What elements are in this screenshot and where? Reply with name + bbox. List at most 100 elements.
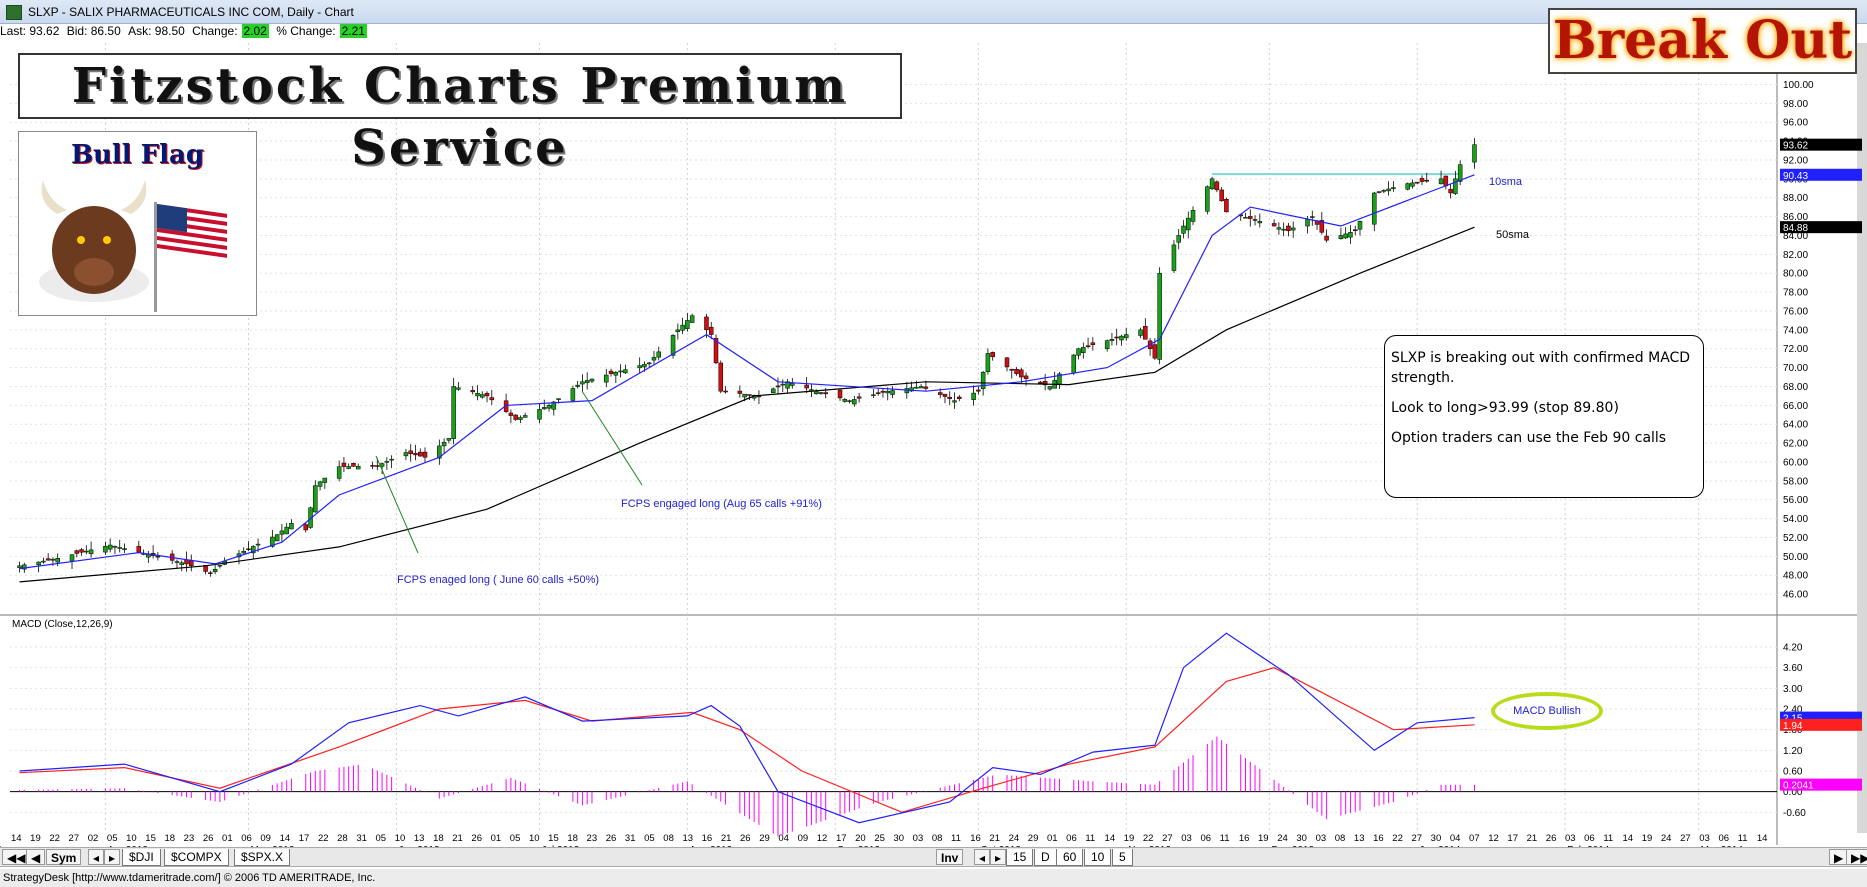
price-tick-label: 80.00 xyxy=(1783,269,1808,280)
tab-symbol-2[interactable]: $COMPX xyxy=(164,849,229,866)
candle-body xyxy=(1123,334,1129,339)
candle-body xyxy=(136,546,142,553)
bottom-toolbar: ◀◀ ◀ Sym ◂ ▸ $DJI $COMPX $SPX.X Inv ◂ ▸ … xyxy=(0,847,1867,867)
bull-flag-title: Bull Flag xyxy=(70,140,205,170)
candle-body xyxy=(1324,235,1329,241)
candle-body xyxy=(1205,186,1210,212)
candle-body xyxy=(813,390,819,395)
x-day-label: 03 xyxy=(913,833,924,844)
candle-body xyxy=(856,396,862,399)
price-tick-label: 78.00 xyxy=(1783,288,1808,299)
tab-symbol-3[interactable]: $SPX.X xyxy=(234,849,291,866)
x-day-label: 21 xyxy=(989,833,1000,844)
chart-svg[interactable]: 100.0098.0096.0094.0092.0090.0088.0086.0… xyxy=(0,43,1867,847)
tab-period-2[interactable]: D xyxy=(1034,849,1057,866)
candle-body xyxy=(637,365,642,369)
inv-next-button[interactable]: ▸ xyxy=(990,849,1007,865)
candle-body xyxy=(914,386,919,389)
tab-period-5[interactable]: 5 xyxy=(1112,849,1133,866)
price-tick-label: 82.00 xyxy=(1783,250,1808,261)
candle-body xyxy=(689,315,695,323)
quote-last: Last: 93.62 xyxy=(0,24,60,38)
macd-tick-label: 0.60 xyxy=(1783,767,1803,778)
price-label-box xyxy=(1780,138,1862,151)
candle-body xyxy=(417,451,423,457)
tab-symbol-1[interactable]: $DJI xyxy=(122,849,161,866)
candle-body xyxy=(508,412,514,416)
tab-period-4[interactable]: 10 xyxy=(1084,849,1112,866)
candle-body xyxy=(1076,348,1081,356)
x-day-label: 06 xyxy=(241,833,252,844)
candle-body xyxy=(1114,336,1119,339)
x-day-label: 22 xyxy=(1143,833,1154,844)
quote-change-value: 2.02 xyxy=(241,24,269,38)
candle-body xyxy=(241,551,246,554)
candle-body xyxy=(1090,342,1096,345)
candle-body xyxy=(1209,178,1215,190)
x-day-label: 13 xyxy=(682,833,693,844)
x-day-label: 05 xyxy=(644,833,655,844)
x-day-label: 10 xyxy=(395,833,406,844)
x-day-label: 17 xyxy=(836,833,847,844)
candle-body xyxy=(1290,227,1296,231)
sym-button[interactable]: Sym xyxy=(46,849,82,865)
candle-body xyxy=(284,526,289,535)
candle-body xyxy=(871,394,876,396)
inv-prev-button[interactable]: ◂ xyxy=(974,849,991,865)
candle-body xyxy=(1023,375,1029,379)
price-label-text: 90.43 xyxy=(1783,171,1808,182)
sym-prev-button[interactable]: ◂ xyxy=(88,849,105,865)
candle-body xyxy=(313,485,318,513)
price-tick-label: 70.00 xyxy=(1783,363,1808,374)
sym-next-button[interactable]: ▸ xyxy=(104,849,121,865)
scroll-left-button[interactable]: ◀ xyxy=(26,849,46,865)
price-tick-label: 84.00 xyxy=(1783,231,1808,242)
x-day-label: 31 xyxy=(356,833,367,844)
candle-body xyxy=(918,386,924,389)
candle-body xyxy=(613,372,619,376)
x-day-label: 27 xyxy=(1162,833,1173,844)
x-day-label: 19 xyxy=(30,833,41,844)
candle-body xyxy=(84,550,89,553)
candle-body xyxy=(1081,347,1086,353)
candle-body xyxy=(50,558,56,561)
candle-body xyxy=(885,390,890,394)
x-day-label: 08 xyxy=(1335,833,1346,844)
x-day-label: 11 xyxy=(1220,833,1230,844)
candle-body xyxy=(742,393,747,398)
macd-tick-label: 3.60 xyxy=(1783,663,1803,674)
candle-body xyxy=(1214,181,1220,191)
tab-period-3[interactable]: 60 xyxy=(1056,849,1084,866)
candle-body xyxy=(1310,216,1315,218)
candle-body xyxy=(847,400,852,402)
price-tick-label: 96.00 xyxy=(1783,118,1808,129)
x-day-label: 29 xyxy=(1028,833,1039,844)
x-day-label: 05 xyxy=(376,833,387,844)
tab-period-1[interactable]: 15 xyxy=(1006,849,1034,866)
trade-note: SLXP is breaking out with confirmed MACD… xyxy=(1384,335,1704,498)
x-day-label: 21 xyxy=(452,833,463,844)
candle-body xyxy=(370,465,375,467)
scroll-last-button[interactable]: ▶▶ xyxy=(1846,849,1867,865)
candle-body xyxy=(1252,219,1258,221)
quote-change-label: Change: xyxy=(192,24,238,38)
x-day-label: 10 xyxy=(529,833,540,844)
candle-body xyxy=(79,549,84,553)
breakout-logo: Break Out xyxy=(1548,8,1857,74)
macd-tick-label: 2.40 xyxy=(1783,705,1803,716)
macd-tick-label: 1.20 xyxy=(1783,746,1803,757)
inv-button[interactable]: Inv xyxy=(936,849,964,865)
macd-tick-label: 3.00 xyxy=(1783,684,1803,695)
candle-body xyxy=(289,523,294,530)
candle-body xyxy=(446,438,452,441)
vertical-scrollbar xyxy=(1857,43,1867,833)
candle-body xyxy=(713,338,719,364)
candle-body xyxy=(437,445,442,459)
candle-body xyxy=(980,372,986,389)
candle-body xyxy=(842,399,848,402)
x-day-label: 01 xyxy=(1047,833,1058,844)
candle-body xyxy=(1152,344,1158,359)
x-day-label: 14 xyxy=(1105,833,1116,844)
candle-body xyxy=(17,565,22,568)
x-day-label: 21 xyxy=(721,833,732,844)
